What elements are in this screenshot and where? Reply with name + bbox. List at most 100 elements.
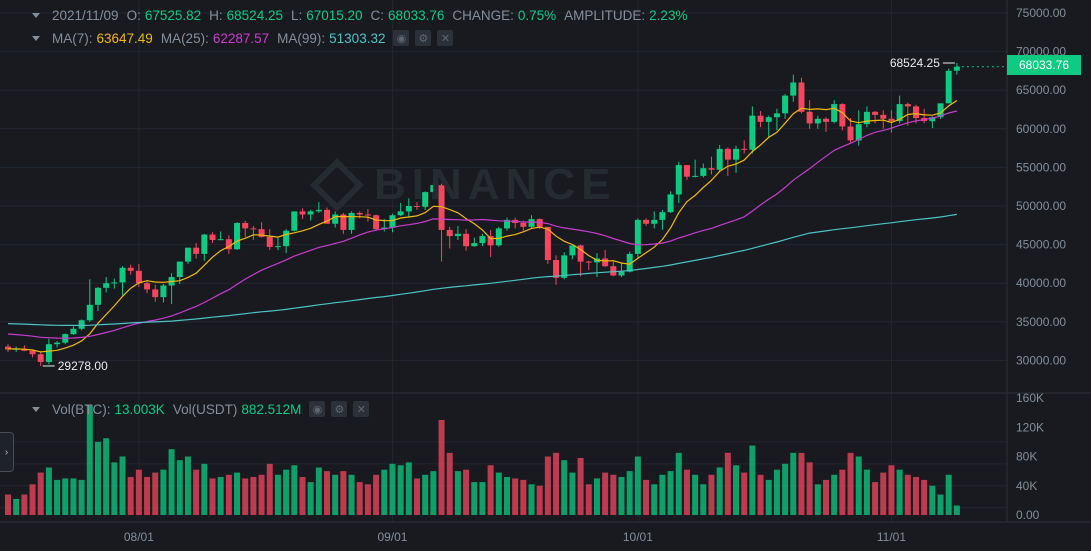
panel-toggle-handle[interactable]: › — [0, 432, 14, 472]
high-value: 68524.25 — [226, 8, 283, 23]
volume-bar — [430, 471, 437, 515]
candle-body — [315, 209, 322, 212]
change-value: 0.75% — [517, 8, 557, 23]
volume-bar — [111, 462, 118, 515]
candle-body — [643, 219, 650, 224]
chevron-down-icon[interactable] — [32, 13, 40, 18]
volume-bar — [405, 462, 412, 515]
volume-bar — [274, 474, 281, 515]
volume-bar — [242, 478, 249, 515]
volume-bar — [168, 449, 175, 515]
close-icon[interactable]: ✕ — [437, 30, 454, 46]
volume-bar — [348, 474, 355, 515]
eye-icon[interactable]: ◉ — [393, 30, 410, 46]
candle-body — [430, 185, 437, 193]
volume-bar — [299, 476, 306, 515]
volume-axis-label: 160K — [1016, 391, 1044, 405]
candle-body — [716, 148, 723, 170]
candle-body — [814, 118, 821, 124]
price-axis-label: 55000.00 — [1016, 160, 1066, 174]
close-icon[interactable]: ✕ — [353, 401, 370, 417]
candle-body — [553, 260, 560, 278]
ma7-value: 63647.49 — [96, 30, 153, 46]
volume-bar — [307, 482, 314, 515]
candle-body — [912, 106, 919, 118]
candle-body — [667, 194, 674, 213]
candle-body — [659, 212, 666, 220]
candle-body — [495, 228, 502, 246]
chevron-down-icon[interactable] — [32, 35, 40, 41]
volume-axis-label: 0.00 — [1016, 508, 1040, 522]
candle-body — [5, 346, 11, 350]
candle-body — [389, 215, 396, 228]
candle-body — [29, 350, 36, 355]
candle-body — [610, 266, 617, 276]
volume-bar — [806, 462, 813, 515]
candle-body — [626, 253, 633, 272]
volume-bar — [70, 478, 77, 515]
grid-lines — [0, 0, 1007, 522]
volume-bar — [438, 419, 445, 515]
volume-bar — [912, 476, 919, 515]
candle-body — [708, 168, 715, 170]
high-label: H: — [209, 8, 223, 23]
candle-body — [340, 214, 347, 230]
time-axis-label: 10/01 — [623, 530, 653, 544]
volume-axis: 160K 120K 80K 40K 0.00 — [1016, 391, 1044, 522]
eye-icon[interactable]: ◉ — [309, 401, 326, 417]
volume-bar — [953, 505, 960, 515]
candle-body — [503, 219, 510, 229]
candle-body — [299, 211, 306, 215]
volume-bar — [585, 484, 592, 515]
candle-body — [765, 117, 772, 122]
volume-bar — [512, 478, 519, 515]
volume-bar — [896, 469, 903, 515]
volume-bar — [675, 452, 682, 515]
price-axis-label: 45000.00 — [1016, 238, 1066, 252]
candle-body — [782, 95, 789, 114]
candle-body — [937, 103, 944, 118]
volume-bar — [798, 452, 805, 515]
volume-bar — [716, 467, 723, 515]
candle-body — [773, 113, 780, 118]
candle-body — [839, 104, 846, 127]
gear-icon[interactable]: ⚙ — [331, 401, 348, 417]
candle-body — [324, 209, 331, 224]
candle-body — [749, 115, 756, 150]
volume-bar — [643, 479, 650, 515]
candle-body — [291, 211, 298, 231]
candle-body — [234, 222, 241, 250]
candle-body — [37, 354, 44, 362]
volume-bar — [692, 474, 699, 515]
candle-body — [94, 287, 101, 305]
volume-bar — [135, 469, 142, 515]
volume-bar — [471, 482, 478, 515]
price-axis-label: 65000.00 — [1016, 83, 1066, 97]
candle-body — [193, 247, 200, 254]
candle-body — [119, 267, 126, 283]
volume-bar — [364, 484, 371, 515]
candle-body — [184, 247, 191, 262]
candle-body — [209, 234, 216, 240]
candle-body — [602, 258, 609, 267]
volume-bar — [520, 479, 527, 515]
ohlc-legend: 2021/11/09 O: 67525.82 H: 68524.25 L: 67… — [28, 8, 695, 23]
candle-body — [397, 211, 404, 216]
volume-bar — [356, 482, 363, 515]
candle-body — [863, 111, 870, 125]
candle-body — [831, 104, 838, 122]
candle-body — [700, 168, 707, 176]
candle-body — [414, 206, 420, 207]
chevron-down-icon[interactable] — [32, 406, 40, 412]
price-axis-label: 50000.00 — [1016, 199, 1066, 213]
volume-bar — [315, 467, 322, 515]
time-axis-label: 11/01 — [877, 530, 906, 544]
volume-bar — [839, 469, 846, 515]
time-axis-label: 08/01 — [124, 530, 154, 544]
gear-icon[interactable]: ⚙ — [415, 30, 432, 46]
candle-body — [569, 245, 576, 256]
volume-bar — [773, 469, 780, 515]
candle-body — [945, 70, 952, 104]
candle-body — [201, 234, 208, 254]
